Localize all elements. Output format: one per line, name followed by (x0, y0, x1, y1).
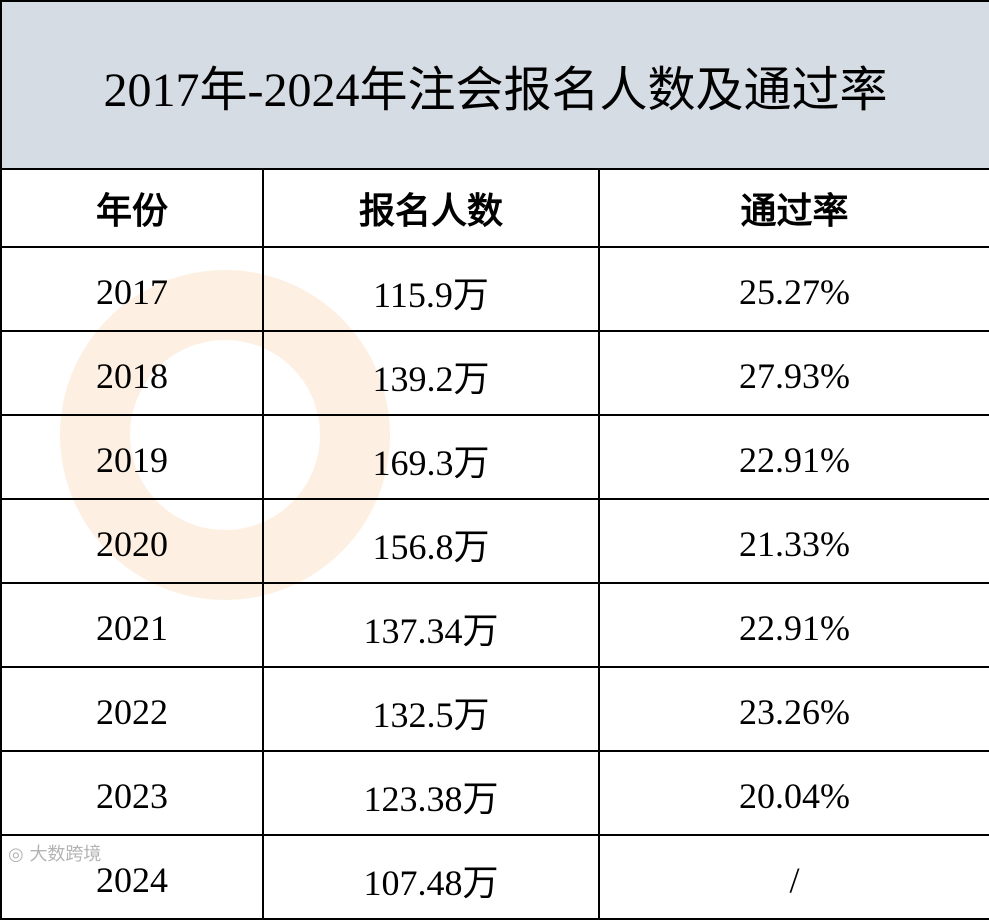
year-cell: 2021 (0, 582, 264, 668)
table-row: 2021 137.34万 22.91% (0, 582, 989, 668)
applicants-cell: 169.3万 (262, 414, 600, 500)
year-cell: 2017 (0, 246, 264, 332)
applicants-cell: 139.2万 (262, 330, 600, 416)
table-title: 2017年-2024年注会报名人数及通过率 (0, 0, 989, 170)
year-cell: 2023 (0, 750, 264, 836)
pass-rate-cell: 23.26% (598, 666, 989, 752)
column-header-applicants: 报名人数 (262, 168, 600, 248)
column-header-pass-rate: 通过率 (598, 168, 989, 248)
header-row: 年份 报名人数 通过率 (0, 168, 989, 248)
pass-rate-cell: / (598, 834, 989, 920)
table-row: 2022 132.5万 23.26% (0, 666, 989, 752)
year-cell: 2020 (0, 498, 264, 584)
year-cell: 2022 (0, 666, 264, 752)
table-row: 2018 139.2万 27.93% (0, 330, 989, 416)
table-row: 2023 123.38万 20.04% (0, 750, 989, 836)
applicants-cell: 132.5万 (262, 666, 600, 752)
year-cell: 2024 (0, 834, 264, 920)
table-row: 2020 156.8万 21.33% (0, 498, 989, 584)
year-cell: 2018 (0, 330, 264, 416)
column-header-year: 年份 (0, 168, 264, 248)
table-row: 2017 115.9万 25.27% (0, 246, 989, 332)
applicants-cell: 123.38万 (262, 750, 600, 836)
pass-rate-cell: 27.93% (598, 330, 989, 416)
pass-rate-cell: 20.04% (598, 750, 989, 836)
year-cell: 2019 (0, 414, 264, 500)
applicants-cell: 115.9万 (262, 246, 600, 332)
applicants-cell: 156.8万 (262, 498, 600, 584)
applicants-cell: 137.34万 (262, 582, 600, 668)
pass-rate-cell: 21.33% (598, 498, 989, 584)
pass-rate-cell: 22.91% (598, 582, 989, 668)
pass-rate-cell: 22.91% (598, 414, 989, 500)
table-row: 2019 169.3万 22.91% (0, 414, 989, 500)
applicants-cell: 107.48万 (262, 834, 600, 920)
table-row: 2024 107.48万 / (0, 834, 989, 920)
pass-rate-cell: 25.27% (598, 246, 989, 332)
